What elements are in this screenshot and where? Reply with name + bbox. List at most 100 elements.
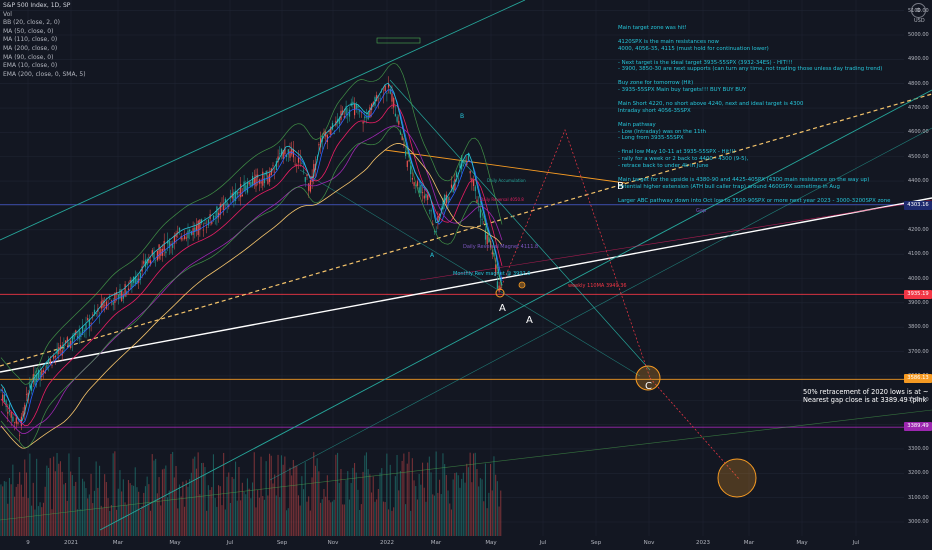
volume-bar [27,498,29,536]
candle-body [286,154,288,158]
volume-bar [425,501,427,536]
candle-body [240,184,242,198]
note-line [618,142,918,149]
volume-bar [219,486,221,536]
volume-bar [357,489,359,536]
price-tick-label: 4000.00 [908,275,929,282]
volume-bar [156,493,158,536]
candle-body [88,319,90,329]
volume-bar [342,504,344,536]
monthly-magnet-tag: Monthly Rev magnet @ 3992.6 [453,271,531,277]
indicator-item[interactable]: MA (90, close, 0) [3,53,54,61]
candle-body [287,149,289,155]
candle-body [401,136,403,141]
volume-bar [76,509,78,536]
candle-body [248,182,250,185]
candle-body [473,179,475,187]
volume-bar [491,490,493,536]
indicator-item[interactable]: MA (110, close, 0) [3,36,58,44]
volume-bar [372,476,374,536]
candle-body [299,157,301,159]
volume-bar [389,464,391,536]
candle-body [190,231,192,235]
volume-bar [398,490,400,536]
candle-body [182,238,184,240]
price-badge-3935: 3935.19 [904,290,932,299]
candle-body [195,225,198,231]
candlesticks [0,76,502,442]
moving-average-line [0,104,503,427]
candle-body [301,163,303,164]
volume-bar [136,487,138,536]
volume-bar [457,475,459,536]
volume-bar [420,484,422,536]
volume-bar [144,486,146,536]
indicator-item[interactable]: MA (200, close, 0) [3,44,58,52]
gear-icon[interactable]: ⚙ [911,3,926,18]
chart-title[interactable]: S&P 500 Index, 1D, SP [3,2,71,9]
date-tick-label: Jul [539,540,547,546]
candle-body [275,161,277,171]
candle-body [359,110,361,112]
candle-body [8,404,11,413]
volume-bar [337,452,339,536]
volume-bar [216,506,218,536]
date-tick-label: Sep [590,540,602,546]
note-line [618,115,918,122]
note-line: - Long from 3935-55SPX [618,135,684,142]
candle-body [42,370,45,373]
volume-bar [459,487,461,536]
volume-bar [25,472,27,536]
volume-bar [53,456,55,536]
note-line: - final low May 10-11 at 3935-55SPX - Hi… [618,149,736,156]
date-tick-label: Nov [327,540,339,546]
volume-bar [243,491,245,536]
candle-body [493,252,495,257]
volume-bar [318,471,320,536]
volume-bar [294,465,296,536]
candle-body [331,123,334,130]
candle-body [172,243,174,248]
volume-bar [182,481,184,536]
volume-bar [432,494,434,536]
candle-body [92,314,94,316]
volume-bar [180,496,182,536]
candle-body [17,422,19,424]
volume-bar [476,469,478,536]
volume-bar [127,480,129,536]
candle-body [178,227,181,231]
indicator-item[interactable]: EMA (200, close, 0, SMA, 5) [3,70,86,78]
candle-body [467,152,470,162]
candle-body [464,159,466,163]
volume-bar [330,502,332,536]
candle-body [12,416,14,422]
candle-body [224,198,226,203]
volume-bar [461,478,463,536]
volume-bar [61,471,63,536]
volume-bar [291,475,293,536]
volume-bar [163,468,165,536]
candle-body [238,191,240,194]
volume-bar [245,494,247,536]
candle-body [433,230,436,232]
indicator-item[interactable]: MA (50, close, 0) [3,27,54,35]
volume-bar [5,481,7,536]
candle-body [435,231,437,232]
indicator-item[interactable]: EMA (10, close, 0) [3,62,58,70]
volume-bar [206,510,208,536]
candle-body [405,151,407,156]
price-tick-label: 3200.00 [908,470,929,477]
price-badge-3389: 3389.49 [904,422,932,431]
volume-bar [381,468,383,536]
note-line: Main target for the upside is 4380-90 an… [618,176,870,183]
indicator-item[interactable]: BB (20, close, 2, 0) [3,19,60,27]
volume-bar [235,461,237,536]
indicator-item[interactable]: Vol [3,10,12,18]
volume-bar [411,458,413,536]
volume-bar [452,479,454,536]
candle-body [207,219,209,226]
volume-bar [440,494,442,536]
volume-bar [184,506,186,536]
volume-bar [146,476,148,536]
